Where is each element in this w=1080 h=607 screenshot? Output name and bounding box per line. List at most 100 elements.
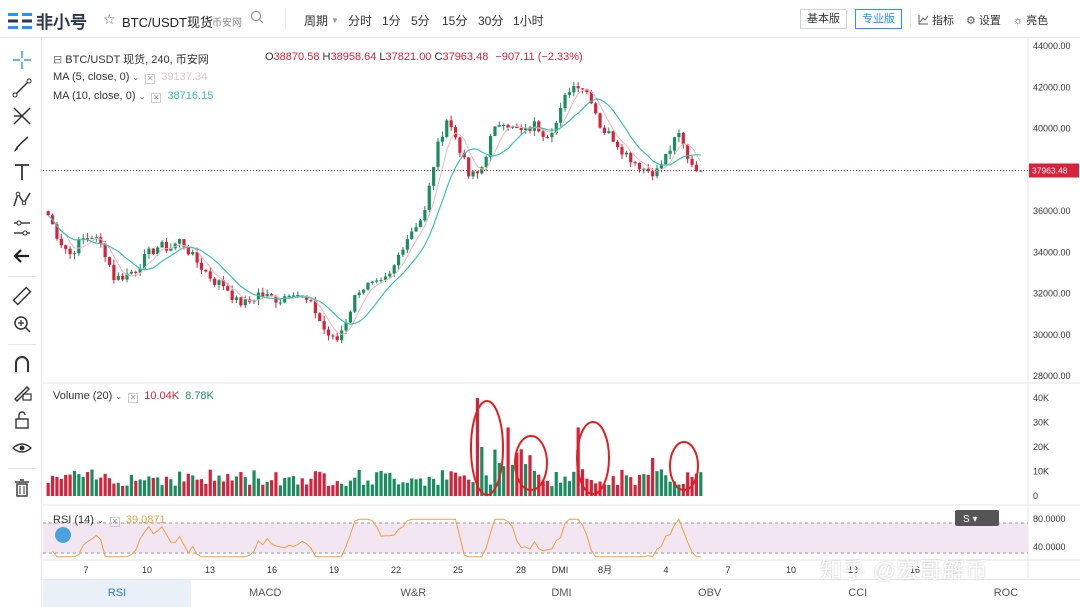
magnet-icon[interactable] — [10, 352, 34, 376]
chart-area[interactable]: 44000.0042000.0040000.0038000.0036000.00… — [43, 38, 1080, 578]
close-value: 37963.48 — [442, 51, 489, 63]
fib-tool-icon[interactable] — [10, 104, 34, 128]
theme-button[interactable]: ☼ 亮色 — [1013, 12, 1048, 28]
candle — [659, 164, 663, 169]
volume-bar — [664, 475, 668, 496]
tab-cci[interactable]: CCI — [848, 587, 868, 599]
ma5-value: 39137.34 — [161, 71, 208, 83]
period-timeline[interactable]: 分时 — [348, 14, 373, 28]
volume-bar — [585, 478, 589, 496]
chevron-down-icon[interactable]: ⌄ — [97, 516, 104, 525]
basic-version-button[interactable]: 基本版 — [800, 9, 847, 29]
candle — [94, 237, 98, 239]
tab-rsi[interactable]: RSI — [43, 580, 192, 607]
candle — [414, 227, 418, 232]
candle — [318, 313, 322, 322]
symbol-name[interactable]: BTC/USDT现货 — [122, 15, 214, 30]
ma5-legend[interactable]: MA (5, close, 0) ⌄ ✕ 39137.34 — [53, 71, 207, 84]
candle — [55, 224, 59, 239]
unlock-icon[interactable] — [10, 408, 34, 432]
volume-bar — [559, 482, 563, 496]
volume-bar — [453, 472, 458, 496]
volume-bar — [269, 480, 274, 496]
ruler-icon[interactable] — [10, 284, 34, 308]
trash-icon[interactable] — [10, 476, 34, 500]
volume-bar — [134, 480, 138, 496]
candle — [383, 276, 388, 280]
candle — [199, 262, 204, 270]
candle — [326, 329, 331, 336]
volume-bar — [94, 479, 98, 496]
period-15m[interactable]: 15分 — [442, 14, 468, 28]
tab-macd[interactable]: MACD — [249, 587, 282, 599]
candle — [567, 92, 572, 95]
volume-bar — [86, 471, 90, 496]
pattern-tool-icon[interactable] — [10, 188, 34, 212]
back-arrow-icon[interactable] — [10, 244, 34, 268]
volume-bar — [528, 455, 532, 496]
crosshair-icon[interactable] — [10, 48, 34, 72]
candle — [278, 302, 282, 304]
price-tick-label: 42000.00 — [1033, 82, 1071, 92]
time-tick-label: 13 — [848, 565, 858, 575]
candle — [532, 121, 536, 131]
candle — [256, 292, 261, 301]
indicators-button[interactable]: 指标 — [918, 12, 954, 28]
candle — [690, 158, 694, 165]
price-tick-label: 36000.00 — [1033, 206, 1071, 216]
volume-bar — [401, 482, 405, 496]
tab-dmi[interactable]: DMI — [551, 587, 572, 599]
candle — [668, 150, 672, 154]
chart-canvas[interactable]: 44000.0042000.0040000.0038000.0036000.00… — [43, 38, 1080, 578]
volume-bar — [519, 449, 523, 496]
candle — [186, 246, 190, 255]
volume-bar — [50, 475, 55, 496]
volume-bar — [651, 458, 655, 496]
chevron-down-icon[interactable]: ⌄ — [132, 73, 140, 82]
pro-version-button[interactable]: 专业版 — [855, 9, 902, 29]
period-1m[interactable]: 1分 — [382, 14, 401, 28]
close-small-icon[interactable]: ✕ — [128, 393, 139, 403]
zoom-in-icon[interactable] — [10, 312, 34, 336]
time-tick-label: 28 — [516, 565, 526, 575]
candle — [519, 127, 523, 131]
eye-icon[interactable] — [10, 436, 34, 460]
annotation-circle — [514, 435, 548, 491]
tab-roc[interactable]: ROC — [993, 587, 1019, 599]
tab-wr[interactable]: W&R — [400, 587, 427, 599]
star-icon[interactable]: ☆ — [103, 11, 116, 27]
ma10-legend[interactable]: MA (10, close, 0) ⌄ ✕ 38716.15 — [53, 90, 213, 103]
period-30m[interactable]: 30分 — [478, 14, 504, 28]
volume-bar — [287, 477, 291, 496]
logo[interactable]: 非小号 — [8, 8, 87, 33]
volume-bar — [436, 484, 440, 496]
volume-legend[interactable]: Volume (20) ⌄ ✕ 10.04K 8.78K — [53, 390, 214, 403]
chevron-down-icon[interactable]: ⌄ — [138, 92, 146, 101]
candle — [379, 279, 383, 281]
rsi-legend[interactable]: RSI (14) ⌄ ✕ 39.0871 — [53, 514, 166, 527]
close-small-icon[interactable]: ✕ — [109, 517, 120, 527]
lock-drawing-icon[interactable] — [10, 380, 34, 404]
candle — [602, 127, 607, 133]
period-5m[interactable]: 5分 — [411, 14, 430, 28]
search-icon[interactable] — [250, 10, 264, 24]
volume-bar — [642, 473, 646, 496]
text-tool-icon[interactable] — [10, 160, 34, 184]
candle — [510, 126, 515, 128]
settings-button[interactable]: ⚙ 设置 — [966, 12, 1001, 28]
chevron-down-icon[interactable]: ▼ — [331, 16, 339, 25]
tab-obv[interactable]: OBV — [698, 587, 722, 599]
price-tick-label: 34000.00 — [1033, 247, 1071, 257]
candle — [410, 231, 414, 240]
brush-icon[interactable] — [10, 132, 34, 156]
measure-tool-icon[interactable] — [10, 216, 34, 240]
collapse-icon[interactable]: ⊟ — [53, 54, 63, 66]
time-tick-label: 4 — [663, 565, 668, 575]
period-1h[interactable]: 1小时 — [513, 14, 544, 28]
candle — [607, 131, 611, 133]
close-small-icon[interactable]: ✕ — [151, 93, 162, 103]
trend-line-icon[interactable] — [10, 76, 34, 100]
chevron-down-icon[interactable]: ⌄ — [115, 392, 123, 401]
candle — [64, 245, 68, 249]
close-small-icon[interactable]: ✕ — [145, 74, 156, 84]
